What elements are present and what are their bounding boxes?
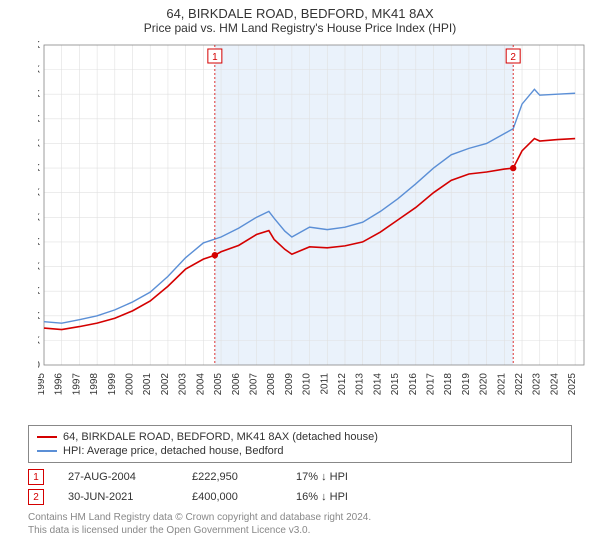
svg-text:2015: 2015 <box>390 373 401 396</box>
svg-text:2008: 2008 <box>266 373 277 396</box>
svg-text:1995: 1995 <box>38 373 47 396</box>
svg-text:£0: £0 <box>38 360 40 371</box>
svg-text:2021: 2021 <box>496 373 507 396</box>
svg-text:2023: 2023 <box>532 373 543 396</box>
chart-title: 64, BIRKDALE ROAD, BEDFORD, MK41 8AX <box>0 0 600 21</box>
svg-text:2013: 2013 <box>355 373 366 396</box>
svg-text:2009: 2009 <box>284 373 295 396</box>
svg-text:2022: 2022 <box>514 373 525 396</box>
data-row-marker-0: 1 <box>28 469 44 485</box>
svg-text:2025: 2025 <box>567 373 578 396</box>
svg-text:2002: 2002 <box>160 373 171 396</box>
svg-text:£350K: £350K <box>38 188 40 199</box>
data-row-price-0: £222,950 <box>192 471 272 483</box>
svg-text:2003: 2003 <box>178 373 189 396</box>
svg-text:2006: 2006 <box>231 373 242 396</box>
svg-text:1998: 1998 <box>89 373 100 396</box>
legend: 64, BIRKDALE ROAD, BEDFORD, MK41 8AX (de… <box>28 425 572 463</box>
svg-text:2007: 2007 <box>248 373 259 396</box>
svg-text:1996: 1996 <box>54 373 65 396</box>
chart-svg: £0 £50K £100K £150K £200K £250K £300K £350K £400… <box>38 39 598 399</box>
data-row-delta-0: 17% ↓ HPI <box>296 471 348 483</box>
svg-text:2018: 2018 <box>443 373 454 396</box>
svg-text:£500K: £500K <box>38 114 40 125</box>
data-row-date-1: 30-JUN-2021 <box>68 491 168 503</box>
svg-text:2005: 2005 <box>213 373 224 396</box>
svg-text:2016: 2016 <box>408 373 419 396</box>
svg-text:2001: 2001 <box>142 373 153 396</box>
svg-text:£650K: £650K <box>38 40 40 51</box>
legend-row-1: HPI: Average price, detached house, Bedf… <box>37 444 563 458</box>
svg-text:£100K: £100K <box>38 311 40 322</box>
svg-text:£250K: £250K <box>38 237 40 248</box>
svg-text:£600K: £600K <box>38 65 40 76</box>
license-text: Contains HM Land Registry data © Crown c… <box>28 511 572 537</box>
data-row-delta-1: 16% ↓ HPI <box>296 491 348 503</box>
data-row-price-1: £400,000 <box>192 491 272 503</box>
svg-text:2004: 2004 <box>195 373 206 396</box>
data-rows: 1 27-AUG-2004 £222,950 17% ↓ HPI 2 30-JU… <box>28 467 572 507</box>
svg-text:2014: 2014 <box>372 373 383 396</box>
chart-subtitle: Price paid vs. HM Land Registry's House … <box>0 21 600 39</box>
license-line1: Contains HM Land Registry data © Crown c… <box>28 511 572 524</box>
svg-text:2000: 2000 <box>125 373 136 396</box>
legend-row-0: 64, BIRKDALE ROAD, BEDFORD, MK41 8AX (de… <box>37 430 563 444</box>
svg-text:£550K: £550K <box>38 89 40 100</box>
svg-text:£200K: £200K <box>38 262 40 273</box>
legend-swatch-1 <box>37 450 57 452</box>
chart-area: £0 £50K £100K £150K £200K £250K £300K £350K £400… <box>38 39 598 419</box>
data-row-date-0: 27-AUG-2004 <box>68 471 168 483</box>
legend-label-1: HPI: Average price, detached house, Bedf… <box>63 445 284 457</box>
legend-swatch-0 <box>37 436 57 438</box>
svg-text:£450K: £450K <box>38 138 40 149</box>
data-row-marker-1: 2 <box>28 489 44 505</box>
svg-text:2017: 2017 <box>426 373 437 396</box>
svg-text:2010: 2010 <box>302 373 313 396</box>
svg-text:1999: 1999 <box>107 373 118 396</box>
legend-label-0: 64, BIRKDALE ROAD, BEDFORD, MK41 8AX (de… <box>63 431 378 443</box>
data-row-0: 1 27-AUG-2004 £222,950 17% ↓ HPI <box>28 467 572 487</box>
svg-text:2019: 2019 <box>461 373 472 396</box>
svg-text:£300K: £300K <box>38 212 40 223</box>
svg-text:2020: 2020 <box>479 373 490 396</box>
svg-text:£400K: £400K <box>38 163 40 174</box>
svg-text:£150K: £150K <box>38 286 40 297</box>
svg-text:1997: 1997 <box>71 373 82 396</box>
svg-text:2011: 2011 <box>319 373 330 395</box>
license-line2: This data is licensed under the Open Gov… <box>28 524 572 537</box>
svg-text:2012: 2012 <box>337 373 348 396</box>
svg-text:2: 2 <box>510 52 516 63</box>
svg-text:2024: 2024 <box>549 373 560 396</box>
data-row-1: 2 30-JUN-2021 £400,000 16% ↓ HPI <box>28 487 572 507</box>
svg-text:£50K: £50K <box>38 335 40 346</box>
svg-text:1: 1 <box>212 52 218 63</box>
